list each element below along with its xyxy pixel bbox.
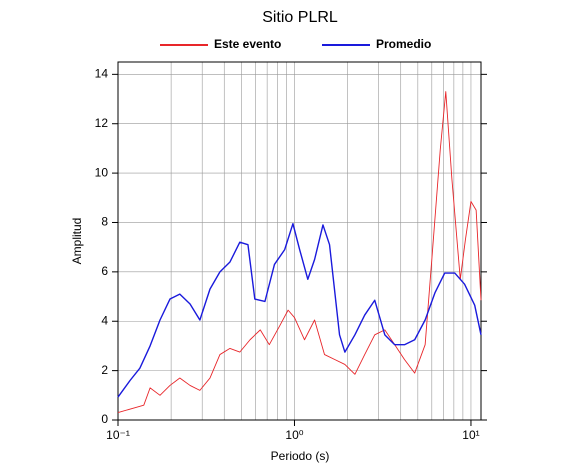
y-tick-label: 2 bbox=[101, 363, 108, 377]
y-tick-label: 14 bbox=[95, 67, 109, 81]
y-tick-label: 12 bbox=[95, 116, 109, 130]
series-line bbox=[117, 91, 482, 414]
y-tick-label: 4 bbox=[101, 313, 108, 327]
plot-frame bbox=[117, 61, 482, 421]
y-axis-label: Amplitud bbox=[70, 218, 84, 265]
y-tick-label: 8 bbox=[101, 215, 108, 229]
x-axis-label: Periodo (s) bbox=[271, 449, 330, 463]
y-tick-label: 10 bbox=[95, 165, 109, 179]
legend-label: Promedio bbox=[376, 37, 431, 51]
y-tick-label: 0 bbox=[101, 412, 108, 426]
y-tick-label: 6 bbox=[101, 264, 108, 278]
series-line bbox=[117, 223, 482, 398]
x-tick-label: 10¹ bbox=[462, 428, 479, 442]
legend-label: Este evento bbox=[214, 37, 281, 51]
x-tick-label: 10⁻¹ bbox=[106, 428, 130, 442]
chart-title: Sitio PLRL bbox=[262, 9, 338, 26]
x-tick-label: 10⁰ bbox=[285, 428, 303, 442]
